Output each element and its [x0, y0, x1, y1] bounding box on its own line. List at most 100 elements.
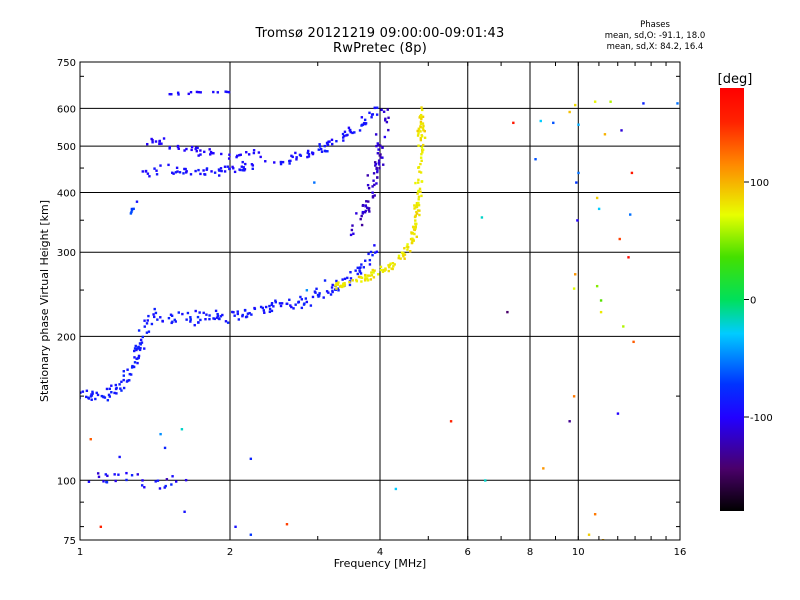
scatter-point [620, 129, 623, 132]
scatter-point [175, 166, 179, 170]
scatter-point [354, 269, 357, 272]
scatter-point [216, 312, 219, 316]
scatter-point [335, 139, 338, 143]
x-tick-label: 16 [674, 547, 687, 558]
scatter-point [416, 134, 420, 137]
scatter-point [370, 116, 373, 119]
scatter-point [81, 390, 85, 393]
scatter-point [97, 475, 101, 479]
colorbar-tick-label: 0 [750, 296, 756, 307]
scatter-point [331, 283, 334, 287]
scatter-point [368, 258, 372, 262]
phase-colorbar [720, 88, 744, 511]
scatter-point [572, 287, 576, 290]
scatter-point [216, 91, 219, 94]
colorbar-unit-label: [deg] [718, 72, 753, 87]
scatter-point [415, 222, 418, 226]
scatter-point [382, 163, 385, 166]
scatter-point [144, 170, 148, 173]
scatter-point [406, 248, 409, 251]
scatter-point [261, 306, 264, 310]
data-points [80, 90, 679, 540]
scatter-point [158, 487, 162, 490]
scatter-point [337, 281, 340, 284]
scatter-point [131, 364, 134, 368]
scatter-point [102, 480, 105, 483]
scatter-point [294, 303, 297, 306]
scatter-point [335, 282, 338, 285]
scatter-point [422, 124, 425, 128]
scatter-point [311, 295, 315, 299]
scatter-point [106, 399, 110, 402]
scatter-point [236, 154, 239, 158]
scatter-point [409, 250, 412, 253]
scatter-point [174, 171, 178, 174]
scatter-point [417, 178, 420, 182]
scatter-point [232, 167, 235, 170]
scatter-point [359, 272, 363, 275]
scatter-point [223, 165, 227, 168]
scatter-point [420, 159, 423, 163]
scatter-point [642, 102, 645, 105]
scatter-point [599, 310, 603, 314]
scatter-point [353, 131, 356, 134]
scatter-point [135, 200, 139, 203]
scatter-point [173, 318, 176, 322]
scatter-point [159, 316, 162, 319]
scatter-point [417, 181, 420, 184]
scatter-point [177, 311, 180, 314]
scatter-point [300, 306, 304, 310]
scatter-point [381, 270, 385, 273]
scatter-point [331, 142, 334, 146]
scatter-point [416, 129, 419, 133]
scatter-point [350, 228, 354, 232]
scatter-point [180, 428, 184, 431]
scatter-point [356, 266, 359, 269]
scatter-point [347, 126, 351, 130]
scatter-point [377, 144, 380, 147]
scatter-point [361, 203, 365, 207]
scatter-point [335, 279, 338, 283]
scatter-point [375, 166, 378, 170]
scatter-point [246, 312, 250, 315]
scatter-point [170, 93, 173, 96]
scatter-point [212, 317, 215, 320]
scatter-point [196, 315, 200, 319]
scatter-point [273, 161, 276, 164]
scatter-point [164, 484, 167, 488]
scatter-point [249, 457, 253, 461]
scatter-point [146, 142, 149, 146]
scatter-point [402, 254, 405, 258]
scatter-point [176, 145, 180, 149]
scatter-point [205, 168, 208, 171]
scatter-point [99, 525, 103, 529]
scatter-point [250, 313, 253, 316]
scatter-point [423, 136, 427, 139]
scatter-point [414, 219, 417, 222]
colorbar-ticks: 100 0 -100 [744, 178, 773, 424]
scatter-point [85, 395, 88, 399]
scatter-point [349, 277, 353, 280]
scatter-point [190, 145, 194, 149]
y-tick-label: 400 [57, 188, 76, 199]
scatter-point [195, 90, 199, 94]
scatter-point [376, 152, 380, 155]
scatter-point [236, 310, 239, 313]
scatter-point [172, 172, 175, 175]
scatter-point [108, 395, 112, 398]
scatter-point [415, 210, 418, 214]
scatter-point [104, 473, 107, 476]
scatter-point [358, 266, 361, 270]
scatter-point [263, 311, 266, 314]
scatter-point [95, 391, 98, 395]
scatter-point [122, 386, 126, 390]
scatter-point [572, 395, 576, 398]
scatter-point [158, 139, 162, 143]
scatter-point [143, 325, 146, 328]
scatter-point [373, 183, 376, 187]
scatter-point [420, 135, 424, 138]
scatter-point [383, 135, 387, 139]
scatter-point [176, 170, 179, 173]
scatter-point [412, 225, 415, 229]
scatter-point [152, 313, 155, 316]
